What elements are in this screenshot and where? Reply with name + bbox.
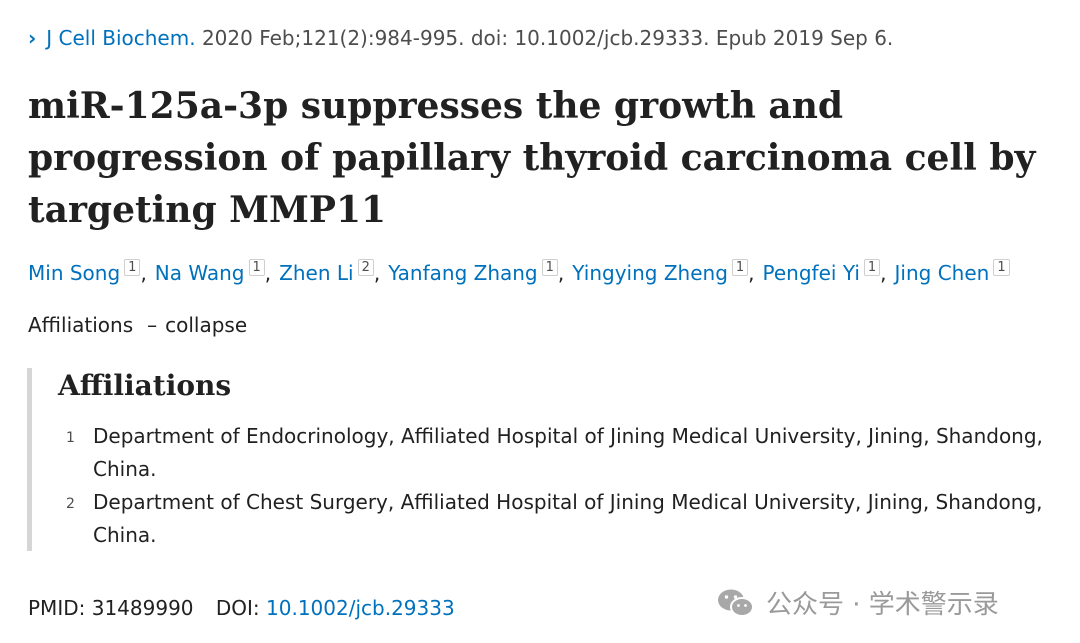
doi-link[interactable]: 10.1002/jcb.29333 [266, 596, 455, 620]
author-link[interactable]: Jing Chen [894, 261, 990, 285]
journal-link[interactable]: J Cell Biochem. [46, 26, 196, 50]
author-link[interactable]: Yanfang Zhang [388, 261, 538, 285]
affiliation-item: 1 Department of Endocrinology, Affiliate… [66, 420, 1056, 486]
author-item: Pengfei Yi 1 [762, 259, 881, 285]
author-link[interactable]: Min Song [28, 261, 121, 285]
author-item: Yingying Zheng 1 [572, 259, 749, 285]
author-link[interactable]: Yingying Zheng [572, 261, 728, 285]
author-link[interactable]: Na Wang [154, 261, 245, 285]
affiliations-toggle[interactable]: Affiliations – collapse [28, 311, 247, 339]
affiliations-panel: Affiliations 1 Department of Endocrinolo… [27, 368, 1062, 551]
identifiers: PMID: 31489990 DOI: 10.1002/jcb.29333 [28, 594, 455, 622]
affiliation-number: 2 [66, 496, 75, 512]
affiliation-marker[interactable]: 2 [357, 259, 374, 276]
watermark-text: 公众号 · 学术警示录 [766, 590, 999, 620]
affiliation-marker[interactable]: 1 [248, 259, 265, 276]
affiliation-marker[interactable]: 1 [124, 259, 141, 276]
affiliation-text: Department of Endocrinology, Affiliated … [93, 424, 1043, 481]
citation-details: 2020 Feb;121(2):984-995. doi: 10.1002/jc… [201, 26, 894, 50]
author-item: Yanfang Zhang 1 [388, 259, 558, 285]
affiliation-marker[interactable]: 1 [863, 259, 881, 276]
author-link[interactable]: Pengfei Yi [762, 261, 860, 285]
affiliation-number: 1 [66, 430, 75, 446]
author-item: Jing Chen 1 [894, 259, 1010, 285]
affiliation-marker[interactable]: 1 [731, 259, 749, 276]
author-item: Min Song 1 [28, 259, 141, 285]
citation-line: › J Cell Biochem. 2020 Feb;121(2):984-995… [28, 24, 893, 52]
collapse-dash-icon: – [147, 313, 158, 337]
pmid-value: 31489990 [91, 596, 194, 620]
author-list: Min Song 1, Na Wang 1, Zhen Li 2, Yanfang Zhan… [28, 258, 1068, 288]
affiliations-heading: Affiliations [58, 369, 232, 402]
affiliation-text: Department of Chest Surgery, Affiliated … [93, 490, 1043, 547]
wechat-icon [718, 589, 754, 617]
pmid-label: PMID: [28, 596, 86, 620]
article-title: miR-125a-3p suppresses the growth and pr… [28, 85, 1036, 231]
affiliations-list: 1 Department of Endocrinology, Affiliate… [66, 420, 1056, 552]
affiliations-toggle-label: Affiliations [28, 313, 134, 337]
author-link[interactable]: Zhen Li [279, 261, 354, 285]
affiliation-item: 2 Department of Chest Surgery, Affiliate… [66, 486, 1056, 552]
author-item: Na Wang 1 [154, 259, 265, 285]
watermark: 公众号 · 学术警示录 [716, 584, 999, 621]
doi-label: DOI: [215, 596, 260, 620]
affiliation-marker[interactable]: 1 [993, 259, 1010, 276]
chevron-right-icon[interactable]: › [28, 26, 37, 50]
affiliation-marker[interactable]: 1 [541, 259, 558, 276]
collapse-link[interactable]: collapse [165, 313, 248, 337]
author-item: Zhen Li 2 [279, 259, 374, 285]
